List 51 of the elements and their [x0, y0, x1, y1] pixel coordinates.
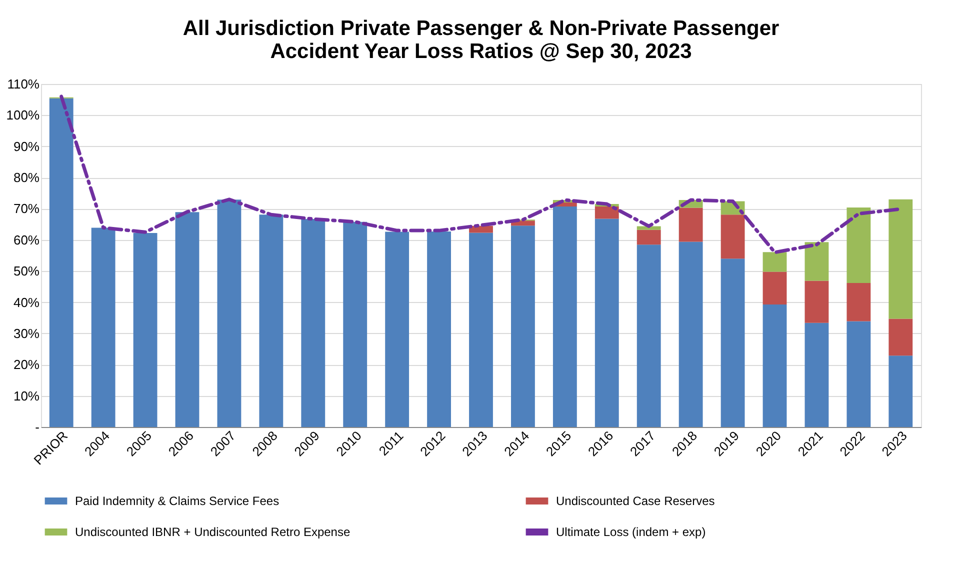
y-tick-label: 40% [13, 294, 40, 310]
bar [259, 214, 284, 427]
bar [762, 252, 787, 272]
bar [385, 232, 410, 427]
bar [846, 321, 871, 427]
bar [888, 199, 913, 319]
bar [804, 242, 829, 281]
bar [594, 218, 619, 427]
bar [846, 207, 871, 283]
bar [720, 258, 745, 427]
bar [175, 212, 200, 427]
bar [511, 226, 535, 427]
bar [552, 206, 577, 427]
y-tick-label: 10% [13, 388, 40, 404]
y-tick-label: 30% [13, 326, 40, 341]
bar [804, 322, 829, 427]
bar [469, 232, 493, 427]
y-tick-label: - [35, 420, 40, 434]
bar [343, 222, 368, 427]
bar [762, 272, 787, 304]
bar [91, 228, 116, 427]
y-tick-label: 20% [13, 357, 40, 372]
bar [49, 98, 74, 427]
bar [678, 242, 703, 427]
bar [720, 214, 745, 259]
y-tick-label: 60% [13, 232, 40, 248]
y-tick-label: 90% [13, 138, 40, 154]
bar [301, 219, 326, 427]
y-tick-label: 100% [6, 108, 40, 123]
legend-label: Ultimate Loss (indem + exp) [556, 525, 706, 539]
bar [636, 230, 661, 245]
legend-label: Undiscounted Case Reserves [556, 494, 715, 508]
bar [804, 280, 829, 323]
bar [427, 231, 451, 427]
bar [888, 318, 913, 356]
bar [846, 282, 871, 322]
bar [636, 226, 661, 230]
y-tick-label: 70% [13, 201, 40, 216]
y-tick-label: 110% [7, 76, 40, 92]
bar [133, 233, 158, 427]
y-tick-label: 80% [13, 170, 40, 186]
bar [678, 208, 703, 242]
bar [594, 206, 619, 219]
bar [217, 200, 242, 427]
legend-label: Paid Indemnity & Claims Service Fees [75, 494, 280, 508]
legend-label: Undiscounted IBNR + Undiscounted Retro Expense [75, 525, 350, 539]
bar [636, 244, 661, 427]
bar [762, 304, 787, 427]
chart-title: All Jurisdiction Private Passenger & Non-Private Passenger Accident Year Loss Ratios @ Sep 30, 2023 [182, 17, 780, 63]
y-tick-label: 50% [13, 264, 40, 279]
bar [888, 356, 913, 427]
